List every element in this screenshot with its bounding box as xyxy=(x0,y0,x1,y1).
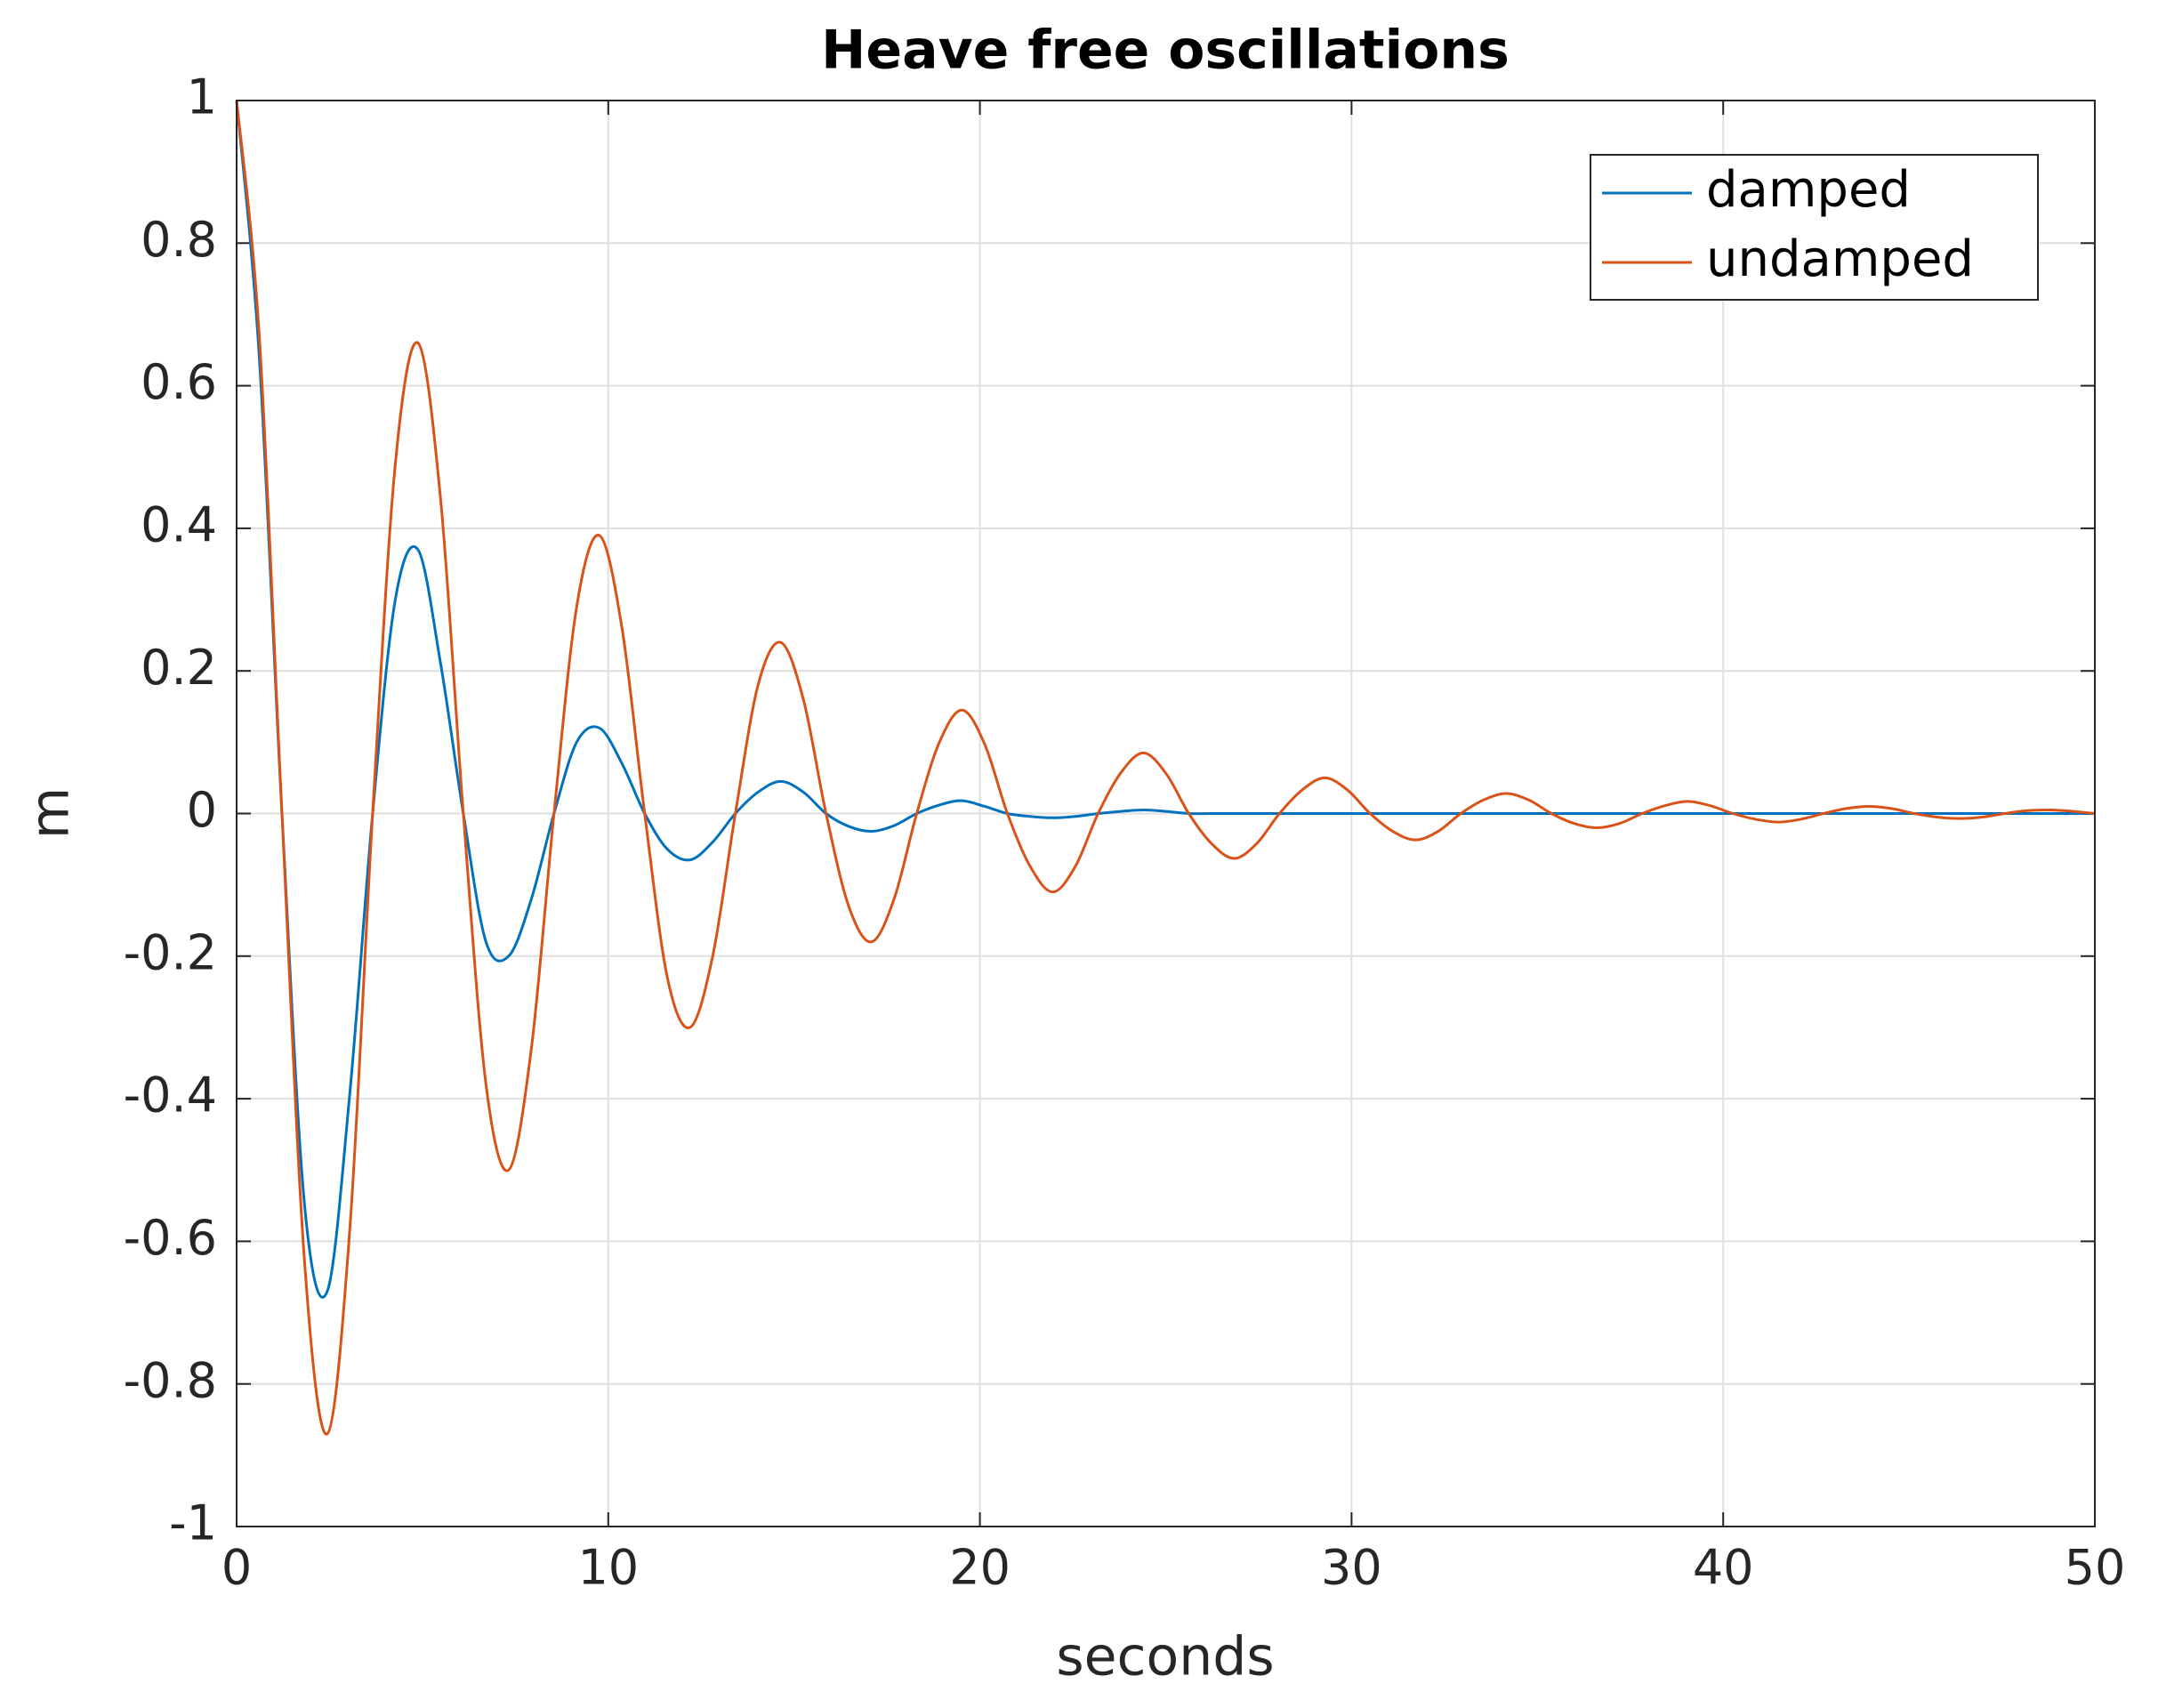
line-series xyxy=(235,100,2095,1299)
line-series xyxy=(235,100,2096,1436)
legend: damped undamped xyxy=(1590,154,2039,301)
x-axis-label: seconds xyxy=(1056,1626,1274,1688)
x-tick-label: 10 xyxy=(577,1540,639,1596)
legend-label: damped xyxy=(1706,161,1911,219)
y-tick-label: -0.2 xyxy=(124,924,217,980)
x-tick-label: 40 xyxy=(1693,1540,1754,1596)
y-tick-label: -0.6 xyxy=(124,1210,217,1266)
chart-title: Heave free oscillations xyxy=(821,20,1510,82)
x-tick-label: 0 xyxy=(221,1540,252,1596)
x-tick-label: 20 xyxy=(949,1540,1011,1596)
y-tick-label: -0.8 xyxy=(124,1352,217,1408)
y-tick-label: 0.8 xyxy=(141,212,217,268)
legend-box xyxy=(1590,154,2039,301)
y-tick-label: 0.4 xyxy=(141,497,217,553)
y-tick-label: 1 xyxy=(187,69,217,125)
plot-frame xyxy=(236,100,2096,1527)
y-tick-label: -0.4 xyxy=(124,1068,217,1124)
y-tick-label: 0.2 xyxy=(141,640,217,696)
y-tick-label: -1 xyxy=(169,1495,217,1551)
y-axis-label: m xyxy=(20,787,82,839)
y-tick-label: 0.6 xyxy=(141,354,217,410)
legend-label: undamped xyxy=(1706,230,1974,288)
y-tick-label: 0 xyxy=(187,782,217,838)
x-tick-label: 50 xyxy=(2065,1540,2126,1596)
x-tick-label: 30 xyxy=(1321,1540,1382,1596)
